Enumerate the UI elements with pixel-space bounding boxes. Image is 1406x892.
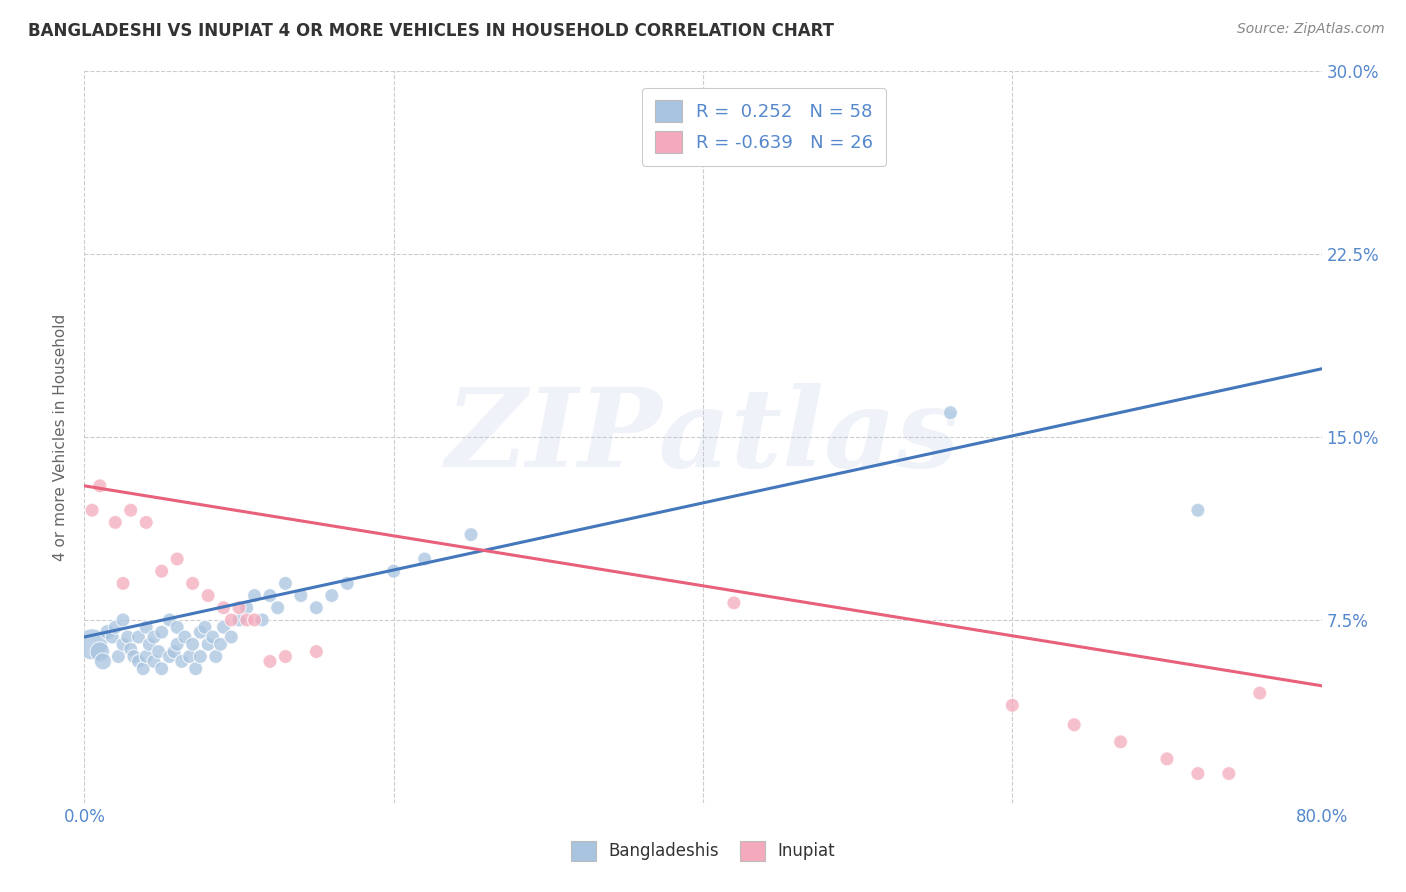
Point bbox=[143, 654, 166, 668]
Point bbox=[228, 613, 250, 627]
Point bbox=[209, 637, 232, 651]
Point bbox=[205, 649, 228, 664]
Point bbox=[150, 625, 173, 640]
Point bbox=[939, 406, 962, 420]
Point bbox=[181, 576, 204, 591]
Legend: Bangladeshis, Inupiat: Bangladeshis, Inupiat bbox=[564, 834, 842, 868]
Text: BANGLADESHI VS INUPIAT 4 OR MORE VEHICLES IN HOUSEHOLD CORRELATION CHART: BANGLADESHI VS INUPIAT 4 OR MORE VEHICLE… bbox=[28, 22, 834, 40]
Point bbox=[236, 600, 259, 615]
Point bbox=[197, 637, 219, 651]
Point bbox=[274, 649, 297, 664]
Point bbox=[228, 600, 250, 615]
Point bbox=[82, 503, 104, 517]
Point bbox=[166, 620, 188, 634]
Point bbox=[188, 649, 212, 664]
Point bbox=[1218, 766, 1240, 780]
Point bbox=[107, 649, 129, 664]
Point bbox=[321, 589, 343, 603]
Point bbox=[221, 630, 243, 644]
Point bbox=[122, 649, 145, 664]
Point bbox=[150, 662, 173, 676]
Point bbox=[97, 625, 120, 640]
Point bbox=[201, 630, 224, 644]
Point bbox=[221, 613, 243, 627]
Text: Source: ZipAtlas.com: Source: ZipAtlas.com bbox=[1237, 22, 1385, 37]
Point bbox=[1001, 698, 1024, 713]
Point bbox=[1249, 686, 1271, 700]
Point bbox=[166, 552, 188, 566]
Point bbox=[1187, 503, 1209, 517]
Point bbox=[1187, 766, 1209, 780]
Point bbox=[243, 589, 266, 603]
Point bbox=[128, 630, 150, 644]
Point bbox=[163, 645, 186, 659]
Point bbox=[89, 479, 111, 493]
Point bbox=[170, 654, 193, 668]
Point bbox=[1063, 718, 1085, 732]
Point bbox=[188, 625, 212, 640]
Point bbox=[1109, 735, 1132, 749]
Point bbox=[259, 654, 281, 668]
Point bbox=[166, 637, 188, 651]
Point bbox=[723, 596, 745, 610]
Point bbox=[274, 576, 297, 591]
Point bbox=[89, 645, 111, 659]
Point bbox=[143, 630, 166, 644]
Point bbox=[174, 630, 197, 644]
Point bbox=[1156, 752, 1178, 766]
Point bbox=[179, 649, 201, 664]
Point bbox=[305, 645, 328, 659]
Point bbox=[305, 600, 328, 615]
Point bbox=[181, 637, 204, 651]
Point bbox=[236, 613, 259, 627]
Point bbox=[104, 516, 127, 530]
Point bbox=[112, 576, 135, 591]
Point bbox=[243, 613, 266, 627]
Point bbox=[197, 589, 219, 603]
Point bbox=[382, 564, 405, 578]
Point bbox=[135, 649, 157, 664]
Point bbox=[82, 637, 104, 651]
Point bbox=[413, 552, 436, 566]
Point bbox=[194, 620, 217, 634]
Point bbox=[460, 527, 482, 541]
Point bbox=[252, 613, 274, 627]
Point bbox=[135, 620, 157, 634]
Point bbox=[132, 662, 155, 676]
Point bbox=[159, 613, 181, 627]
Point bbox=[138, 637, 160, 651]
Text: ZIPatlas: ZIPatlas bbox=[446, 384, 960, 491]
Y-axis label: 4 or more Vehicles in Household: 4 or more Vehicles in Household bbox=[53, 313, 69, 561]
Point bbox=[290, 589, 312, 603]
Point bbox=[267, 600, 290, 615]
Point bbox=[150, 564, 173, 578]
Point bbox=[148, 645, 170, 659]
Point bbox=[212, 600, 235, 615]
Point bbox=[259, 589, 281, 603]
Point bbox=[212, 620, 235, 634]
Point bbox=[91, 654, 114, 668]
Point bbox=[128, 654, 150, 668]
Point bbox=[112, 613, 135, 627]
Point bbox=[104, 620, 127, 634]
Point bbox=[112, 637, 135, 651]
Point bbox=[120, 503, 142, 517]
Point bbox=[101, 630, 124, 644]
Point bbox=[135, 516, 157, 530]
Point bbox=[120, 642, 142, 657]
Point bbox=[159, 649, 181, 664]
Point bbox=[336, 576, 359, 591]
Point bbox=[184, 662, 207, 676]
Point bbox=[117, 630, 139, 644]
